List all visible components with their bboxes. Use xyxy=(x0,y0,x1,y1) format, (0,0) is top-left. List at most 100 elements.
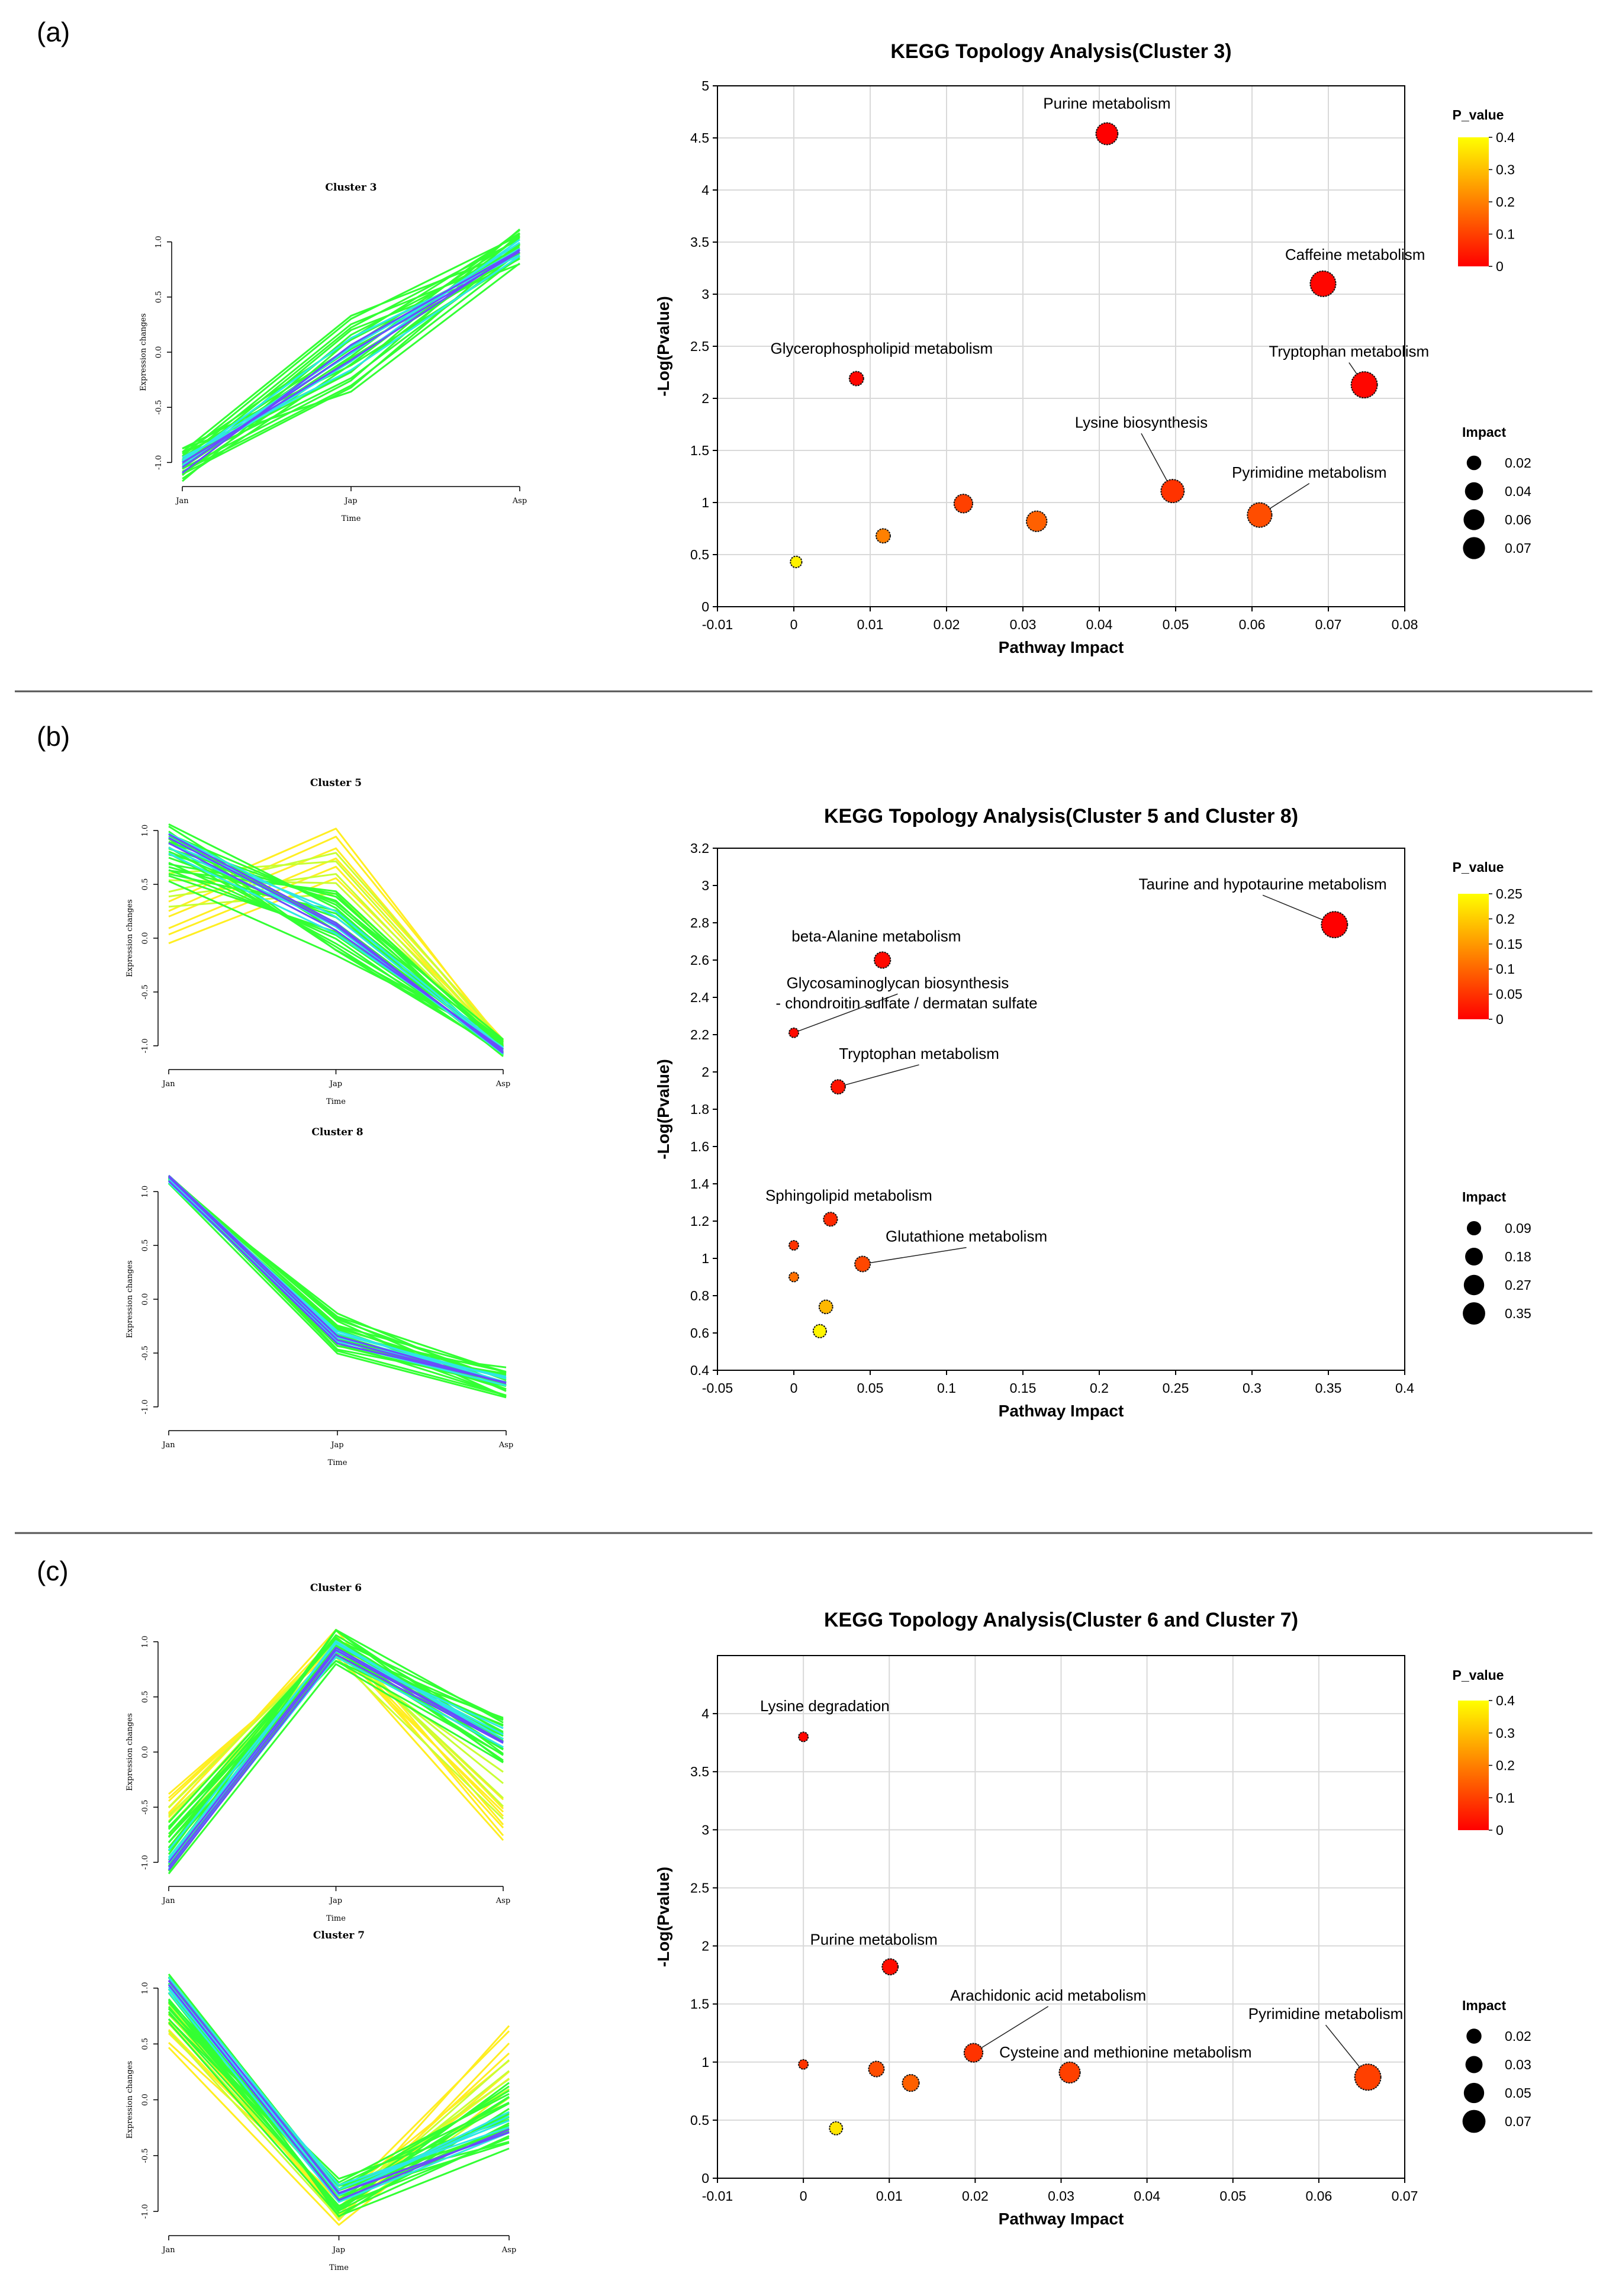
chart-title: KEGG Topology Analysis(Cluster 6 and Clu… xyxy=(824,1609,1298,1631)
cluster-line xyxy=(168,1175,507,1384)
point-label: Lysine degradation xyxy=(760,1697,890,1715)
cluster-y-label: Expression changes xyxy=(139,313,148,391)
cluster-line xyxy=(168,1176,507,1384)
size-legend-dot xyxy=(1465,1248,1483,1265)
point-label: Purine metabolism xyxy=(810,1931,937,1949)
colorbar-tick-label: 0.4 xyxy=(1496,1693,1515,1708)
cluster-y-tick-label: 0.5 xyxy=(155,291,163,303)
cluster-plot: Cluster 5 -1.0 -0.5 0.0 0.5 1.0 Jan Jap Asp Time E… xyxy=(125,777,510,1106)
size-legend-title: Impact xyxy=(1462,424,1506,440)
size-legend-title: Impact xyxy=(1462,1998,1506,2013)
point-label: Pyrimidine metabolism xyxy=(1248,2005,1404,2023)
y-tick-label: 0 xyxy=(701,599,709,614)
data-point xyxy=(818,1299,833,1315)
cluster-line xyxy=(168,833,504,1047)
x-tick-label: 0.05 xyxy=(857,1380,884,1396)
data-point xyxy=(1058,2061,1081,2084)
cluster-line xyxy=(168,1646,504,1843)
cluster-x-tick-label: Asp xyxy=(501,2246,516,2255)
cluster-line xyxy=(168,1640,504,1860)
point-label: Glutathione metabolism xyxy=(886,1228,1047,1245)
y-tick-label: 2.4 xyxy=(690,990,709,1005)
cluster-line xyxy=(168,1180,507,1384)
y-tick-label: 3.2 xyxy=(690,841,709,856)
data-point xyxy=(790,555,803,568)
cluster-x-tick-label: Jan xyxy=(161,2246,175,2255)
cluster-line xyxy=(182,251,520,468)
cluster-line xyxy=(168,1653,504,1871)
cluster-x-tick-label: Jap xyxy=(329,1080,342,1089)
x-axis-label: Pathway Impact xyxy=(999,2210,1124,2228)
x-tick-label: 0.1 xyxy=(937,1380,956,1396)
cluster-line xyxy=(168,1663,504,1875)
x-tick-label: 0.07 xyxy=(1392,2188,1418,2204)
x-tick-label: 0.06 xyxy=(1239,617,1266,632)
panel-3: (c) Cluster 6 -1.0 -0.5 0.0 0.5 1.0 Jan Jap Asp Ti… xyxy=(37,1556,1531,2272)
point-label: Sphingolipid metabolism xyxy=(765,1186,932,1204)
leader-line xyxy=(838,1064,919,1087)
data-point xyxy=(788,1027,799,1038)
x-tick-label: 0.01 xyxy=(876,2188,903,2204)
cluster-line xyxy=(182,234,520,457)
y-tick-label: 0 xyxy=(701,2171,709,2186)
cluster-line xyxy=(168,1174,507,1373)
colorbar-tick-label: 0.2 xyxy=(1496,194,1515,210)
cluster-line xyxy=(168,1180,507,1392)
cluster-line xyxy=(182,254,520,463)
y-tick-label: 2 xyxy=(701,1938,709,1954)
data-point xyxy=(829,2121,844,2136)
colorbar-tick-label: 0.3 xyxy=(1496,1725,1515,1741)
cluster-y-label: Expression changes xyxy=(125,2061,134,2139)
x-tick-label: -0.01 xyxy=(702,617,733,632)
y-tick-label: 1.2 xyxy=(690,1213,709,1229)
x-tick-label: 0.06 xyxy=(1305,2188,1332,2204)
x-tick-label: 0.05 xyxy=(1163,617,1189,632)
cluster-plot: Cluster 3 -1.0 -0.5 0.0 0.5 1.0 Jan Jap Asp Time E… xyxy=(139,182,527,523)
y-tick-label: 1.4 xyxy=(690,1176,709,1192)
cluster-line xyxy=(168,1991,510,2203)
point-label: Arachidonic acid metabolism xyxy=(950,1986,1146,2004)
y-tick-label: 1 xyxy=(701,495,709,510)
x-tick-label: 0.35 xyxy=(1315,1380,1342,1396)
cluster-y-label: Expression changes xyxy=(125,899,134,977)
cluster-x-tick-label: Asp xyxy=(498,1441,513,1450)
cluster-line xyxy=(182,255,520,473)
size-legend-dot xyxy=(1466,1221,1482,1236)
cluster-y-tick-label: 0.0 xyxy=(141,932,150,945)
point-label: Lysine biosynthesis xyxy=(1075,413,1208,431)
scatter-plot: KEGG Topology Analysis(Cluster 3) -0.01 0 0… xyxy=(654,40,1531,656)
point-label: Cysteine and methionine metabolism xyxy=(999,2043,1251,2061)
cluster-x-tick-label: Jap xyxy=(329,1896,342,1905)
cluster-x-tick-label: Jan xyxy=(175,497,189,505)
cluster-y-tick-label: -1.0 xyxy=(141,1038,150,1053)
colorbar-title: P_value xyxy=(1453,859,1504,875)
colorbar-tick-label: 0.2 xyxy=(1496,1758,1515,1773)
colorbar-tick-label: 0 xyxy=(1496,1822,1504,1838)
cluster-line xyxy=(168,2030,510,2220)
plot-frame xyxy=(717,848,1405,1371)
y-tick-label: 5 xyxy=(701,78,709,94)
size-legend-label: 0.03 xyxy=(1505,2057,1531,2072)
data-point xyxy=(1354,2063,1382,2091)
cluster-line xyxy=(168,1174,507,1380)
y-tick-label: 3 xyxy=(701,1822,709,1837)
cluster-x-tick-label: Asp xyxy=(495,1896,510,1905)
cluster-x-tick-label: Jan xyxy=(161,1441,175,1450)
data-point xyxy=(788,1239,799,1251)
cluster-y-tick-label: 0.0 xyxy=(141,2094,150,2106)
cluster-y-tick-label: 0.0 xyxy=(155,346,163,359)
cluster-y-tick-label: 0.0 xyxy=(141,1293,150,1306)
cluster-y-tick-label: -0.5 xyxy=(141,2148,150,2163)
y-tick-label: 4.5 xyxy=(690,130,709,146)
cluster-plot: Cluster 6 -1.0 -0.5 0.0 0.5 1.0 Jan Jap Asp Time E… xyxy=(125,1582,510,1923)
x-tick-label: 0.03 xyxy=(1010,617,1037,632)
y-tick-label: 1.6 xyxy=(690,1139,709,1154)
cluster-y-tick-label: -0.5 xyxy=(141,1345,150,1360)
y-tick-label: 1.8 xyxy=(690,1102,709,1117)
panel-label: (a) xyxy=(37,17,70,47)
x-axis-label: Pathway Impact xyxy=(999,1402,1124,1420)
point-label: Taurine and hypotaurine metabolism xyxy=(1138,875,1386,893)
point-label: - chondroitin sulfate / dermatan sulfate xyxy=(775,994,1037,1012)
colorbar-title: P_value xyxy=(1453,107,1504,123)
y-tick-label: 0.6 xyxy=(690,1325,709,1341)
